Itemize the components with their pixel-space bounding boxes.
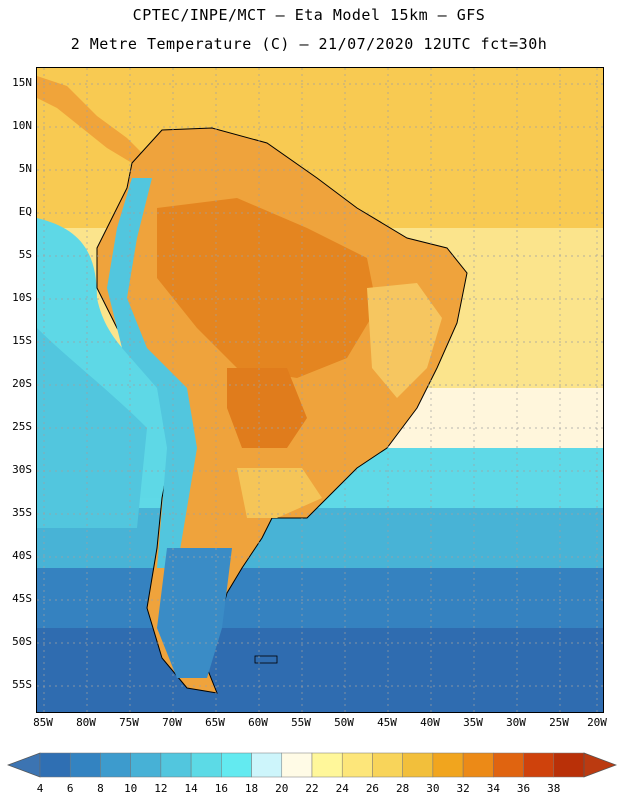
colorbar-swatch [251,752,283,778]
lon-label-30w: 30W [506,716,526,729]
lon-label-70w: 70W [162,716,182,729]
colorbar-label: 34 [486,782,500,795]
colorbar-label: 26 [365,782,380,795]
map-frame [36,67,604,713]
lat-label-55s: 55S [12,678,32,691]
lat-label-35s: 35S [12,506,32,519]
colorbar-label: 20 [275,782,289,795]
lat-label-15s: 15S [12,334,32,347]
colorbar-label: 18 [244,782,259,795]
lat-label-5n: 5N [18,162,32,175]
lat-label-45s: 45S [12,592,32,605]
lon-label-85w: 85W [33,716,53,729]
lon-label-75w: 75W [119,716,139,729]
colorbar-label: 28 [396,782,410,795]
colorbar-label: 12 [154,782,168,795]
colorbar-swatches [39,752,585,778]
lat-label-20s: 20S [12,377,32,390]
title-line-2: 2 Metre Temperature (C) – 21/07/2020 12U… [70,35,548,53]
colorbar-swatch [462,752,494,778]
colorbar-label: 36 [516,782,531,795]
colorbar-label: 30 [426,782,440,795]
lat-label-10s: 10S [12,291,32,304]
graticule [37,68,603,712]
colorbar-swatch [402,752,434,778]
color-scale-bar [7,752,617,778]
colorbar-label: 24 [335,782,349,795]
colorbar-left-arrow [7,752,41,778]
colorbar-swatch [69,752,101,778]
lat-label-eq: EQ [18,205,32,218]
lat-label-30s: 30S [12,463,32,476]
colorbar-label: 16 [214,782,228,795]
colorbar-label: 32 [456,782,470,795]
lon-label-35w: 35W [463,716,483,729]
lon-label-45w: 45W [377,716,397,729]
lat-label-50s: 50S [12,635,32,648]
amazon-hot-region [157,198,377,378]
lat-label-40s: 40S [12,549,32,562]
lat-label-5s: 5S [18,248,32,261]
colorbar-swatch [281,752,313,778]
colorbar-swatch [39,752,71,778]
central-america [37,76,147,163]
colorbar-swatch [523,752,555,778]
lon-label-80w: 80W [76,716,96,729]
colorbar-swatch [100,752,131,778]
pampas-warm-region [237,468,322,518]
temperature-map[interactable] [37,68,603,712]
lat-label-10n: 10N [12,119,32,132]
lon-label-65w: 65W [205,716,225,729]
colorbar-swatch [160,752,192,778]
lat-label-15n: 15N [12,76,32,89]
title-line-1: CPTEC/INPE/MCT – Eta Model 15km – GFS [132,6,486,24]
colorbar-swatch [221,752,252,778]
ocean-cold-band [37,628,603,712]
andes-cool-spine [107,178,197,568]
colorbar-label: 38 [547,782,561,795]
lon-label-25w: 25W [549,716,569,729]
lon-label-55w: 55W [291,716,311,729]
lon-label-50w: 50W [334,716,354,729]
colorbar-swatch [311,752,343,778]
brazil-highlands [367,283,442,398]
colorbar-right-arrow [583,752,617,778]
colorbar-label: 8 [97,782,104,795]
colorbar-swatch [130,752,162,778]
colorbar-swatch [432,752,464,778]
lat-label-25s: 25S [12,420,32,433]
lon-label-20w: 20W [587,716,607,729]
colorbar-label: 4 [36,782,44,795]
colorbar-swatch [372,752,403,778]
colorbar-swatch [553,752,585,778]
lon-label-40w: 40W [420,716,440,729]
falkland-islands [254,655,278,664]
colorbar-swatch [341,752,373,778]
colorbar-label: 6 [66,782,74,795]
patagonia-cool-region [157,548,232,678]
colorbar-label: 10 [124,782,138,795]
colorbar-label: 22 [305,782,319,795]
lon-label-60w: 60W [248,716,268,729]
colorbar-swatch [190,752,222,778]
colorbar-swatch [493,752,524,778]
colorbar-label: 14 [184,782,198,795]
